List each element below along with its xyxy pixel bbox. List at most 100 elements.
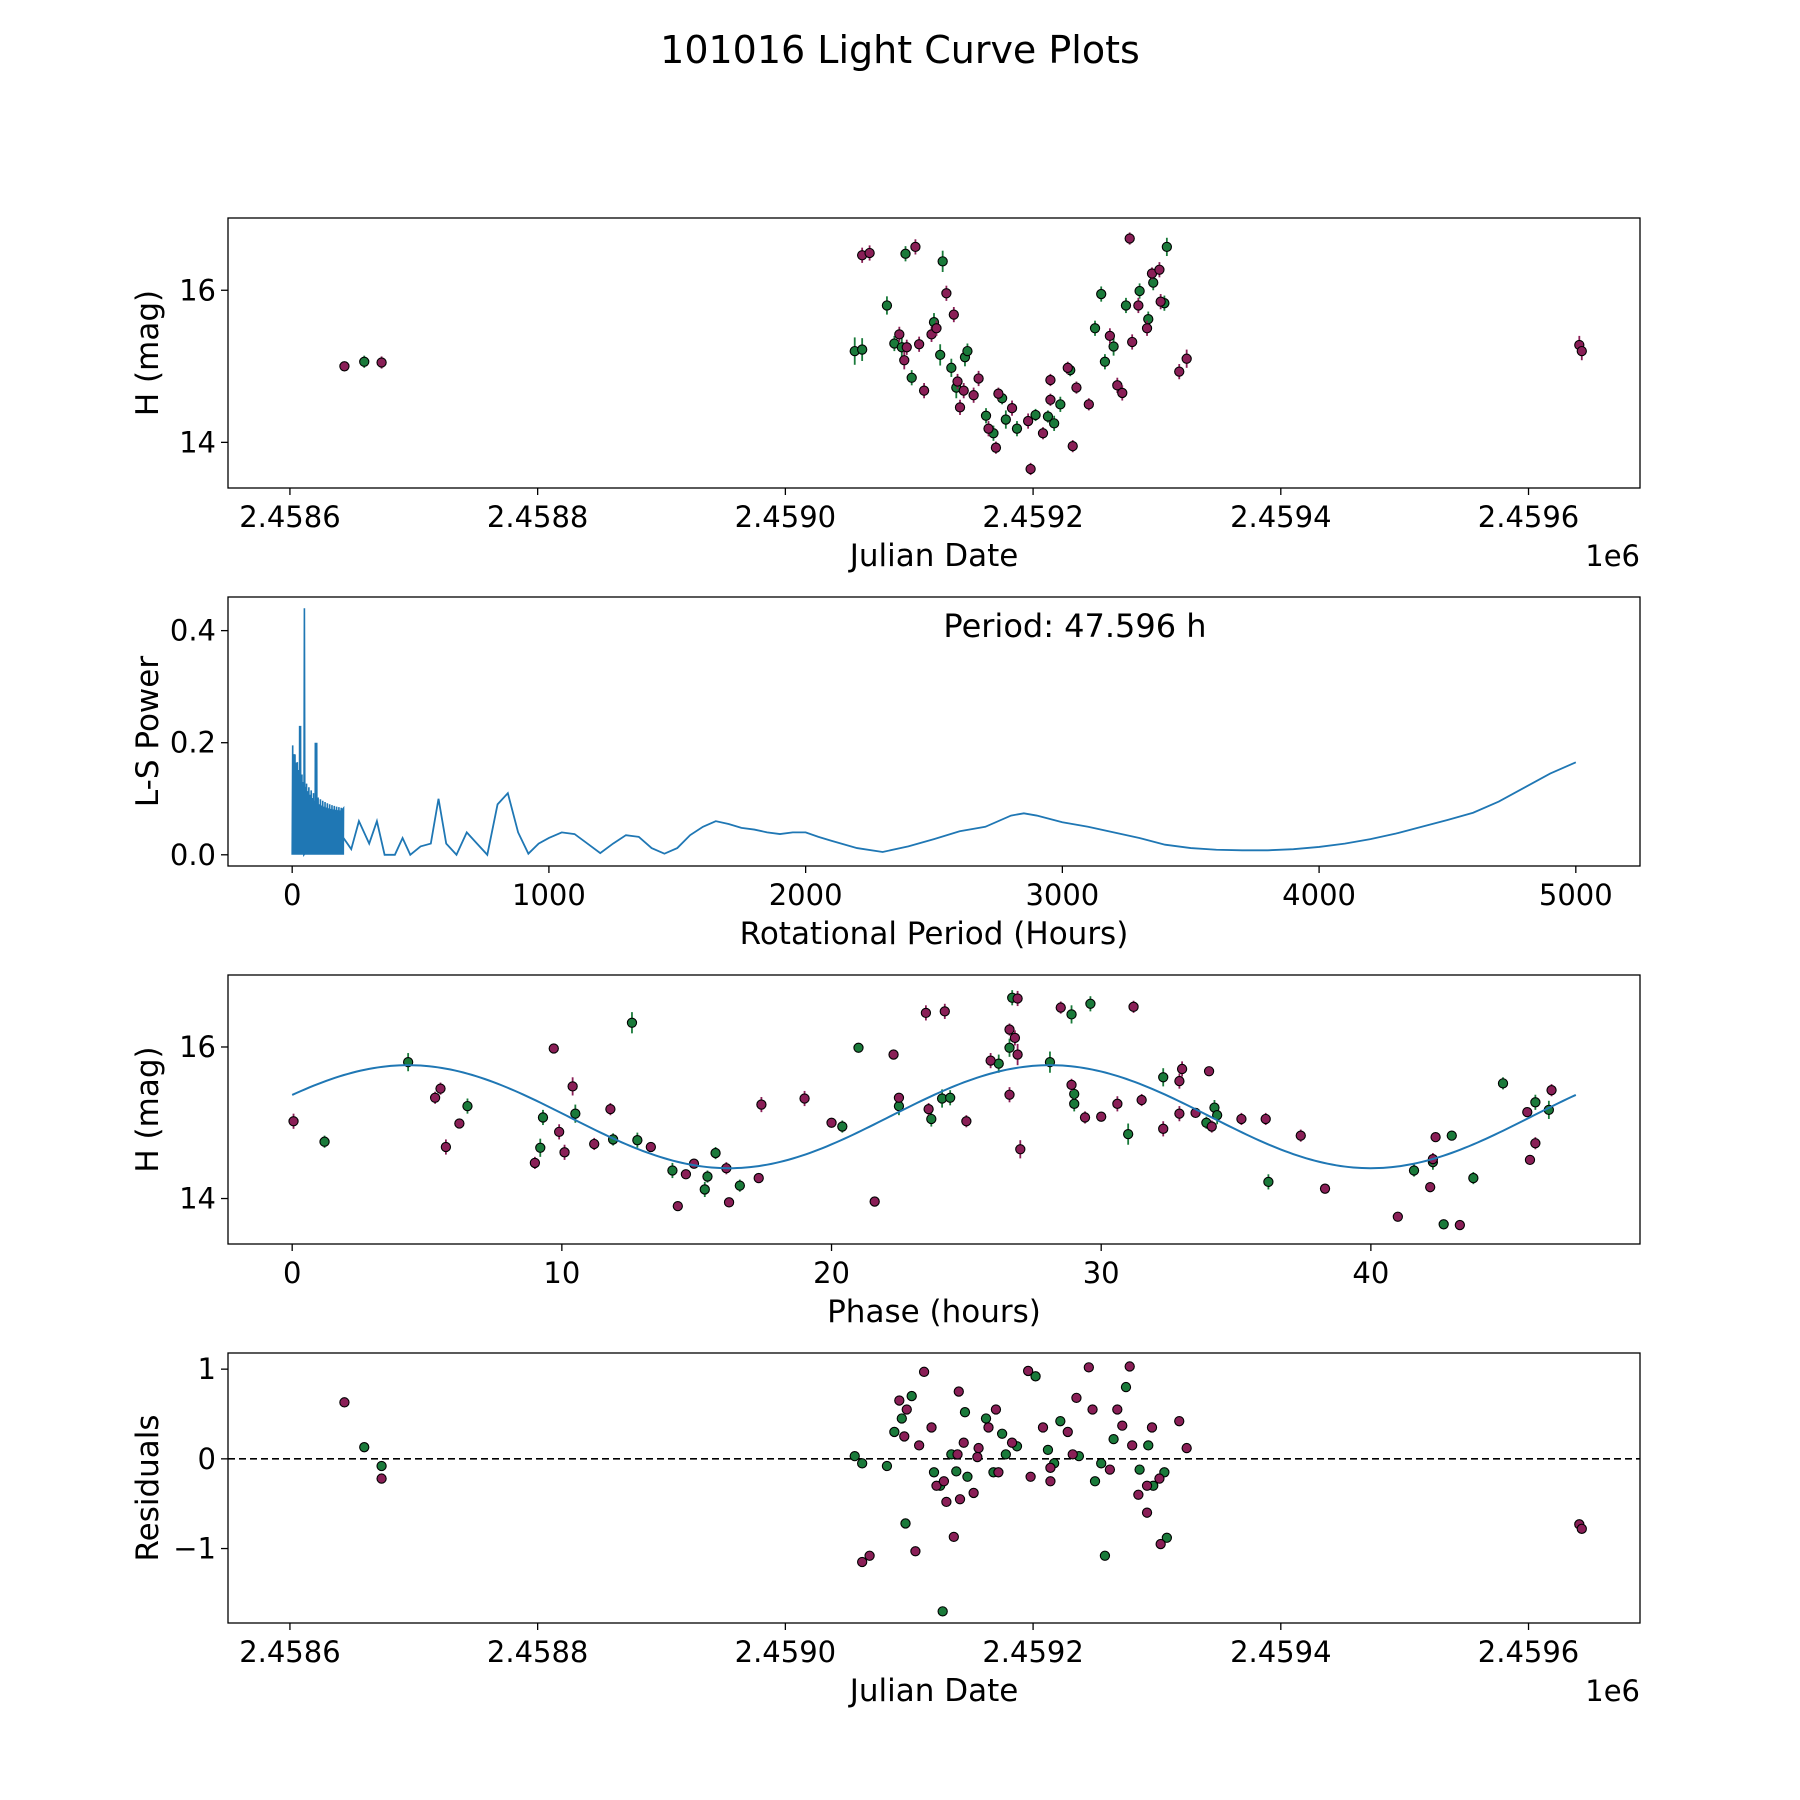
x-tick-label: 2.4588 bbox=[487, 500, 588, 534]
green-data-point bbox=[359, 356, 370, 367]
red-data-point bbox=[1181, 353, 1192, 364]
green-data-point bbox=[626, 1017, 638, 1028]
red-data-point bbox=[1524, 1154, 1536, 1166]
green-data-point bbox=[962, 345, 973, 357]
y-tick-label: 0.2 bbox=[170, 726, 216, 760]
phased-panel: 0 10 20 30 40 14 16 Phase (hours) H (mag) bbox=[130, 974, 1641, 1330]
red-data-point bbox=[1022, 415, 1034, 427]
green-data-point bbox=[853, 1042, 864, 1053]
green-data-point bbox=[928, 1467, 940, 1478]
green-data-point bbox=[906, 1390, 917, 1402]
red-data-point bbox=[1006, 1437, 1018, 1448]
green-data-point bbox=[1048, 418, 1060, 429]
y-tick-label: −1 bbox=[173, 1532, 216, 1566]
red-data-point bbox=[990, 1404, 1002, 1415]
red-data-point bbox=[605, 1103, 616, 1115]
green-data-point bbox=[1134, 1464, 1145, 1475]
green-data-point bbox=[946, 362, 957, 373]
green-data-point bbox=[376, 1460, 387, 1472]
y-tick-label: 14 bbox=[179, 425, 216, 459]
residuals-panel: 2.4586 2.4588 2.4590 2.4592 2.4594 2.4596 −1 0 1… bbox=[130, 1352, 1641, 1709]
y-tick-label: 14 bbox=[179, 1182, 216, 1216]
y-tick-label: 0.0 bbox=[170, 838, 216, 872]
green-data-point bbox=[1158, 1072, 1169, 1083]
x-axis-label: Julian Date bbox=[848, 538, 1019, 574]
red-data-point bbox=[1117, 387, 1128, 399]
green-data-point bbox=[1143, 314, 1154, 325]
axes-frame bbox=[227, 1352, 1641, 1624]
green-data-point bbox=[1408, 1165, 1420, 1176]
green-data-point bbox=[632, 1135, 643, 1146]
x-tick-label: 5000 bbox=[1539, 878, 1613, 912]
red-data-point bbox=[1124, 1361, 1135, 1372]
green-data-point bbox=[1497, 1078, 1509, 1089]
red-data-point bbox=[973, 1442, 984, 1454]
red-data-point bbox=[1158, 1123, 1169, 1134]
red-data-point bbox=[548, 1043, 559, 1054]
green-data-point bbox=[1042, 411, 1054, 422]
red-data-point bbox=[1128, 1001, 1139, 1012]
red-data-point bbox=[1454, 1219, 1466, 1231]
red-data-point bbox=[910, 241, 921, 253]
red-data-point bbox=[1154, 264, 1165, 275]
green-data-point bbox=[1066, 1009, 1077, 1020]
sinusoid-model-line bbox=[291, 1064, 1577, 1170]
green-data-point bbox=[1085, 998, 1096, 1009]
red-data-point bbox=[454, 1118, 465, 1129]
red-data-point bbox=[939, 1006, 950, 1017]
power-spectrum-forest bbox=[291, 608, 345, 857]
x-tick-label: 3000 bbox=[1025, 878, 1099, 912]
red-data-point bbox=[918, 1366, 930, 1377]
red-data-point bbox=[1004, 1089, 1015, 1100]
green-data-point bbox=[734, 1180, 745, 1191]
green-data-point bbox=[1030, 409, 1041, 421]
red-data-point bbox=[941, 1496, 952, 1508]
red-data-point bbox=[1392, 1211, 1403, 1222]
green-data-point bbox=[889, 1426, 900, 1438]
x-offset-label: 1e6 bbox=[1585, 1674, 1640, 1708]
red-data-point bbox=[1295, 1130, 1306, 1141]
green-data-point bbox=[319, 1136, 330, 1147]
red-data-point bbox=[857, 1556, 868, 1568]
red-data-point bbox=[1037, 428, 1049, 439]
red-data-point bbox=[983, 423, 994, 434]
red-data-point bbox=[1037, 1422, 1049, 1433]
green-data-point bbox=[1161, 241, 1173, 253]
red-data-point bbox=[993, 1467, 1004, 1478]
red-data-point bbox=[1430, 1132, 1441, 1143]
x-tick-label: 10 bbox=[543, 1256, 580, 1290]
red-data-point bbox=[899, 1431, 910, 1442]
red-data-point bbox=[1096, 1111, 1107, 1122]
y-axis-label: L-S Power bbox=[130, 656, 166, 807]
red-data-point bbox=[913, 1440, 925, 1451]
red-data-point bbox=[756, 1099, 767, 1110]
red-data-point bbox=[799, 1093, 810, 1104]
red-data-point bbox=[1155, 1538, 1166, 1550]
red-data-point bbox=[1181, 1442, 1192, 1454]
red-data-point bbox=[1174, 1075, 1185, 1087]
red-data-point bbox=[918, 385, 930, 396]
red-data-point bbox=[554, 1126, 565, 1138]
red-data-point bbox=[1087, 1404, 1098, 1415]
red-data-point bbox=[1141, 323, 1153, 334]
red-data-point bbox=[1009, 1032, 1021, 1044]
red-data-point bbox=[954, 402, 966, 413]
red-data-point bbox=[1083, 1362, 1094, 1373]
x-tick-label: 2.4594 bbox=[1230, 500, 1331, 534]
green-data-point bbox=[951, 1466, 962, 1477]
green-data-point bbox=[1446, 1130, 1457, 1141]
red-data-point bbox=[1015, 1144, 1026, 1155]
x-tick-label: 20 bbox=[813, 1256, 850, 1290]
red-data-point bbox=[1045, 1476, 1056, 1487]
red-data-point bbox=[901, 342, 912, 353]
green-data-point bbox=[849, 1451, 860, 1462]
green-data-point bbox=[462, 1100, 473, 1112]
red-data-point bbox=[1025, 1471, 1036, 1482]
green-data-point bbox=[996, 1428, 1008, 1439]
x-tick-label: 2.4586 bbox=[239, 500, 340, 534]
green-data-point bbox=[1134, 285, 1145, 297]
red-data-point bbox=[680, 1169, 692, 1180]
x-tick-label: 4000 bbox=[1282, 878, 1356, 912]
red-data-point bbox=[376, 357, 387, 368]
periodogram-panel: Period: 47.596 h 0 1000 2000 3000 4000 5000 0.0… bbox=[130, 596, 1641, 952]
